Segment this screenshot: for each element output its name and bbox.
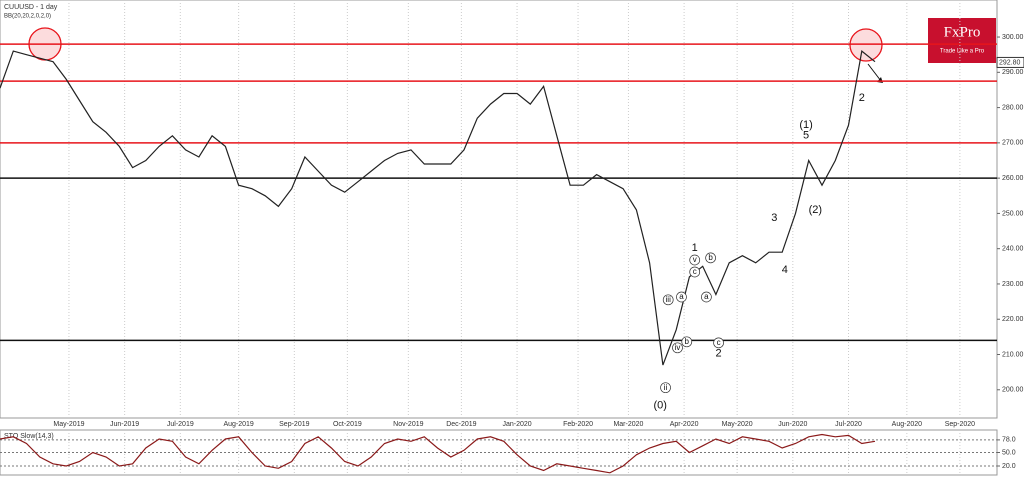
annotation: (0) — [654, 400, 667, 412]
series-line — [0, 49, 876, 366]
x-tick-label: Sep-2020 — [945, 421, 975, 428]
last-price-label: 292.80 — [999, 59, 1021, 66]
annotation: a — [704, 292, 709, 301]
x-tick-label: Apr-2020 — [670, 421, 699, 428]
y-tick-label: 250.00 — [1002, 210, 1024, 217]
annotation: b — [708, 253, 713, 262]
annotation-circle — [701, 291, 712, 303]
annotation-circle — [676, 291, 687, 303]
annotation: 5 — [803, 130, 809, 142]
last-price-box — [996, 56, 1024, 68]
y-tick-label: 20.0 — [1002, 463, 1016, 470]
annotation: ii — [664, 383, 668, 392]
x-tick-label: Mar-2020 — [613, 421, 643, 428]
y-tick-label: 230.00 — [1002, 281, 1024, 288]
annotation-circle — [705, 252, 716, 264]
x-tick-label: Jul-2019 — [167, 421, 194, 428]
y-tick-label: 280.00 — [1002, 104, 1024, 111]
chart-subtitle: BB(20,20,2,0,2,0) — [4, 14, 51, 20]
y-tick-label: 210.00 — [1002, 351, 1024, 358]
annotation: b — [685, 337, 690, 346]
x-tick-label: Feb-2020 — [563, 421, 593, 428]
annotation: (2) — [809, 204, 822, 216]
x-tick-label: Jun-2020 — [778, 421, 807, 428]
logo-name: FxPro — [944, 24, 981, 40]
annotation-circle — [662, 294, 674, 306]
x-tick-label: Jul-2020 — [835, 421, 862, 428]
x-tick-label: Aug-2019 — [223, 421, 253, 428]
x-tick-label: Nov-2019 — [393, 421, 423, 428]
annotation: c — [693, 267, 697, 276]
annotation-circle — [689, 266, 701, 278]
y-tick-label: 300.00 — [1002, 34, 1024, 41]
annotation: v — [693, 255, 697, 264]
y-tick-label: 260.00 — [1002, 175, 1024, 182]
annotation: iii — [666, 295, 672, 304]
annotation: iv — [675, 343, 681, 352]
sto-title: STO Slow(14,3) — [4, 433, 54, 440]
y-tick-label: 78.0 — [1002, 437, 1016, 444]
annotation: 3 — [771, 212, 777, 224]
highlight-circle — [849, 28, 883, 62]
annotation-circle — [672, 342, 683, 354]
annotation-circle — [713, 337, 724, 349]
annotation: c — [717, 338, 721, 347]
annotation: 4 — [782, 264, 788, 276]
x-tick-label: May-2020 — [722, 421, 753, 428]
annotation: 2 — [716, 348, 722, 360]
annotation-circle — [660, 382, 671, 394]
annotation: 1 — [692, 242, 698, 254]
y-tick-label: 290.00 — [1002, 69, 1024, 76]
annotation: (1) — [799, 119, 812, 131]
y-tick-label: 240.00 — [1002, 246, 1024, 253]
main-frame — [0, 0, 998, 419]
y-tick-label: 50.0 — [1002, 449, 1016, 456]
annotation: 2 — [859, 92, 865, 104]
y-tick-label: 270.00 — [1002, 140, 1024, 147]
x-tick-label: Sep-2019 — [279, 421, 309, 428]
annotation-circle — [681, 336, 693, 348]
x-tick-label: Jun-2019 — [110, 421, 139, 428]
x-tick-label: May-2019 — [53, 421, 84, 428]
x-tick-label: Dec-2019 — [446, 421, 476, 428]
annotation-circle — [689, 254, 701, 266]
arrow — [867, 63, 882, 82]
logo-box — [928, 18, 996, 63]
series-line — [0, 433, 876, 474]
x-tick-label: Jan-2020 — [502, 421, 531, 428]
y-tick-label: 220.00 — [1002, 316, 1024, 323]
x-tick-label: Oct-2019 — [333, 421, 362, 428]
y-tick-label: 200.00 — [1002, 387, 1024, 394]
x-tick-label: Aug-2020 — [892, 421, 922, 428]
annotation: a — [679, 292, 684, 301]
chart-title: CUUUSD - 1 day — [4, 4, 58, 11]
logo-tagline: Trade Like a Pro — [940, 49, 985, 55]
